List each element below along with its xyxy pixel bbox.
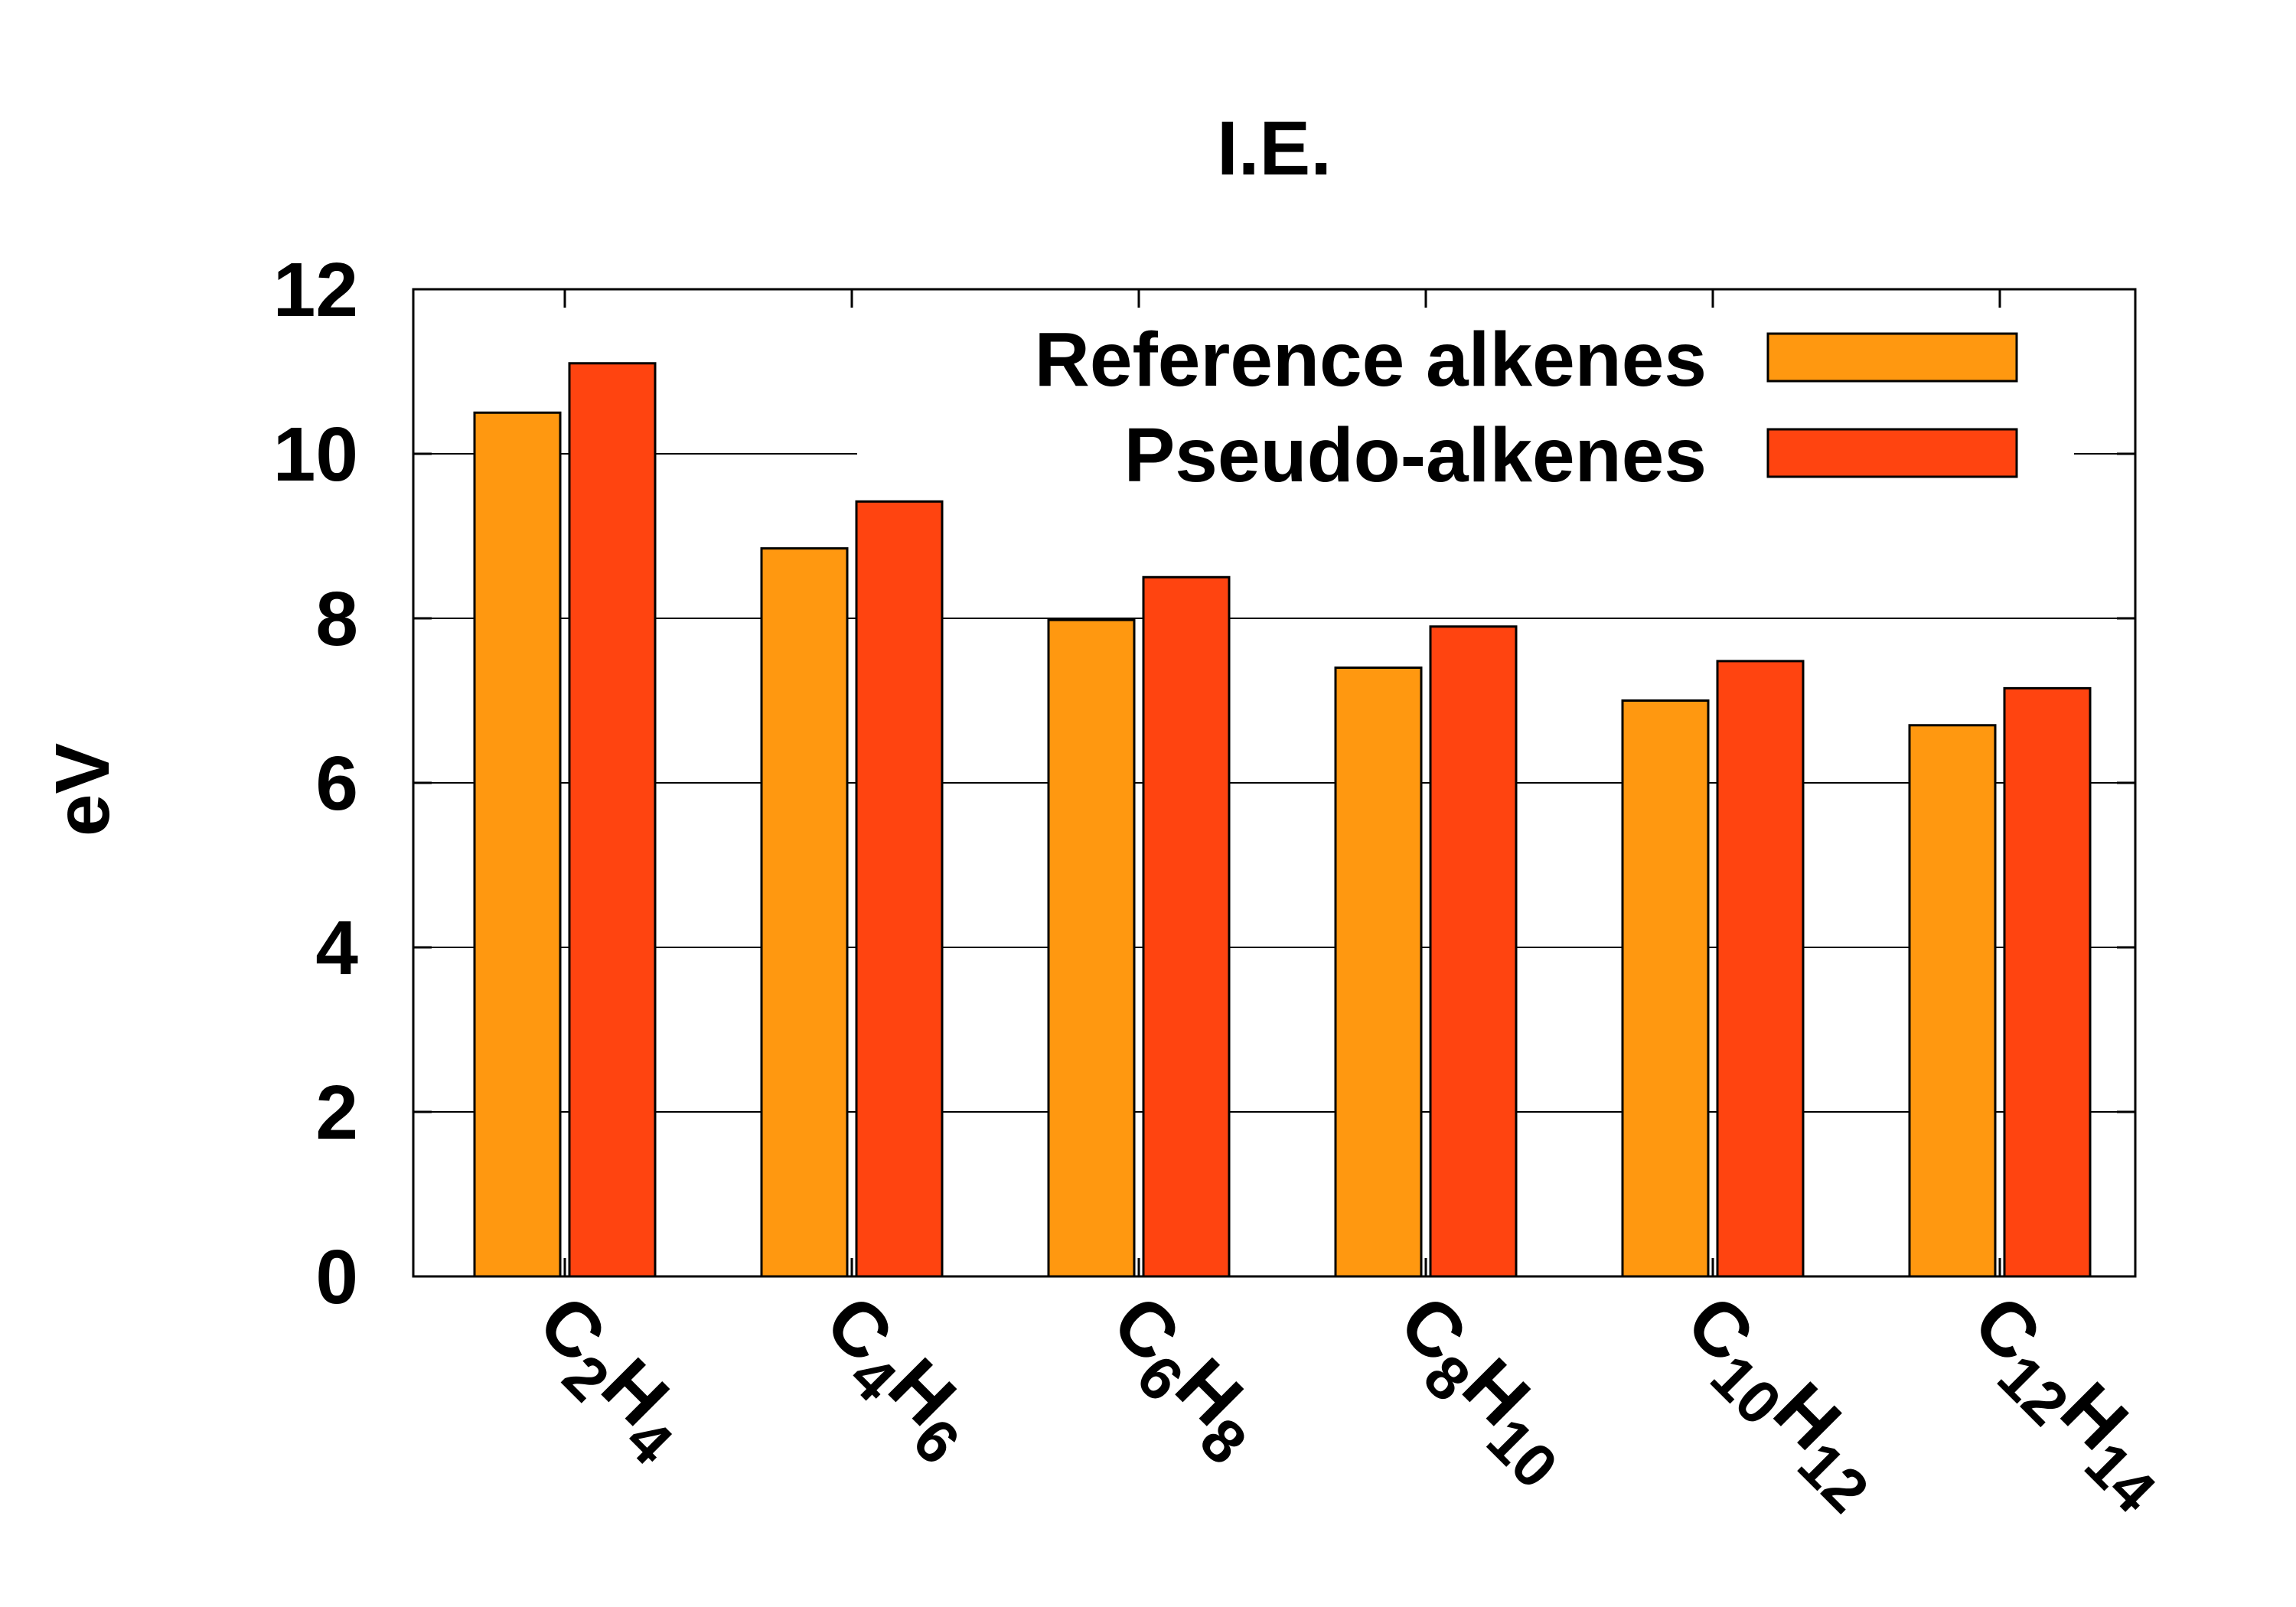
legend-label-0: Reference alkenes bbox=[1035, 317, 1707, 403]
chart-title: I.E. bbox=[1217, 106, 1332, 191]
y-tick-label: 12 bbox=[273, 247, 358, 333]
legend-swatch-1 bbox=[1766, 428, 2018, 478]
legend-swatch-0 bbox=[1766, 332, 2018, 383]
x-tick-label-1: C4H6 bbox=[798, 1279, 996, 1477]
bar-pseudo-3 bbox=[1429, 625, 1518, 1278]
x-tick-label-2: C6H8 bbox=[1085, 1279, 1283, 1477]
y-tick-label: 0 bbox=[315, 1234, 358, 1320]
x-tick-label-3: C8H10 bbox=[1372, 1279, 1595, 1501]
x-tick-label-5: C12H14 bbox=[1946, 1279, 2193, 1525]
bar-reference-0 bbox=[473, 411, 562, 1278]
x-tick-label-text: C6H8 bbox=[1085, 1279, 1283, 1477]
x-tick-label-text: C12H14 bbox=[1946, 1279, 2193, 1525]
x-tick-label-text: C8H10 bbox=[1372, 1279, 1595, 1501]
y-tick-labels: 0 2 4 6 8 10 12 bbox=[273, 247, 359, 1320]
y-tick-label: 10 bbox=[273, 412, 358, 497]
y-tick-label: 4 bbox=[315, 905, 358, 991]
bar-reference-3 bbox=[1334, 667, 1423, 1278]
bar-reference-5 bbox=[1908, 724, 1997, 1278]
axis-ticks bbox=[413, 288, 2135, 1278]
x-tick-label-text: C10H12 bbox=[1659, 1279, 1906, 1525]
bars bbox=[473, 362, 2092, 1278]
x-tick-label-text: C4H6 bbox=[798, 1279, 996, 1477]
gridlines bbox=[413, 453, 2135, 1113]
bar-pseudo-0 bbox=[568, 362, 657, 1278]
bar-pseudo-4 bbox=[1716, 660, 1805, 1278]
bar-reference-1 bbox=[760, 547, 849, 1278]
bar-reference-4 bbox=[1621, 699, 1710, 1278]
bar-pseudo-5 bbox=[2003, 686, 2092, 1278]
x-tick-label-4: C10H12 bbox=[1659, 1279, 1906, 1525]
y-axis-label: eV bbox=[40, 743, 126, 837]
legend: Reference alkenes Pseudo-alkenes bbox=[1035, 317, 2018, 498]
bar-reference-2 bbox=[1047, 618, 1136, 1278]
x-tick-label-text: C2H4 bbox=[511, 1279, 709, 1477]
y-tick-label: 6 bbox=[315, 741, 358, 826]
y-tick-label: 2 bbox=[315, 1070, 358, 1156]
y-tick-label: 8 bbox=[315, 576, 358, 662]
x-tick-label-0: C2H4 bbox=[511, 1279, 709, 1477]
legend-label-1: Pseudo-alkenes bbox=[1124, 412, 1707, 498]
bar-pseudo-2 bbox=[1142, 575, 1231, 1278]
bar-pseudo-1 bbox=[855, 500, 944, 1278]
